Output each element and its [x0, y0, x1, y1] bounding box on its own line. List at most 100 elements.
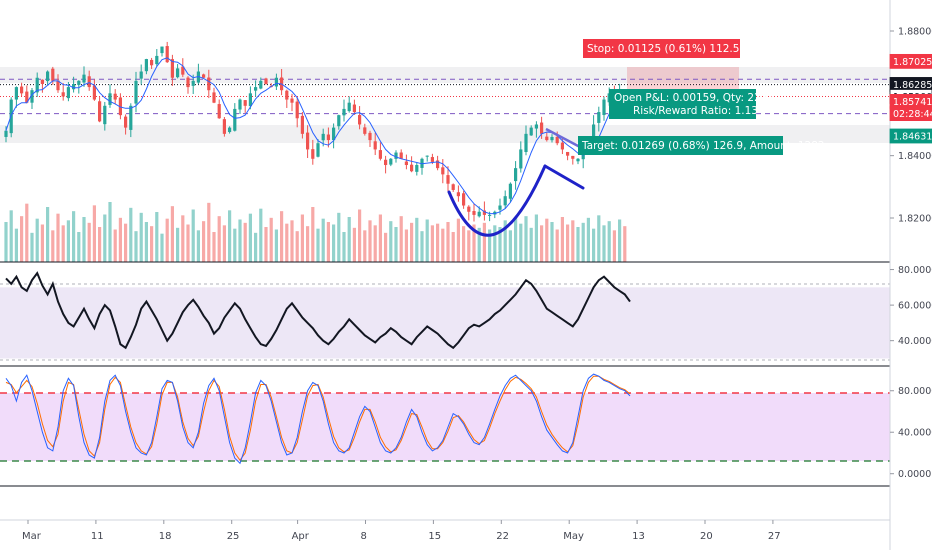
volume-bar — [524, 216, 528, 262]
volume-bar — [264, 227, 268, 262]
volume-bar — [40, 224, 44, 262]
volume-bar — [436, 223, 440, 262]
volume-bar — [51, 230, 55, 262]
candle — [534, 121, 538, 138]
rsi-axis[interactable]: 80.0000 60.0000 40.0000 — [890, 265, 932, 347]
volume-bar — [254, 232, 258, 262]
candle — [368, 130, 372, 148]
time-tick-label: 25 — [227, 531, 240, 542]
volume-bar — [467, 230, 471, 262]
volume-bar — [248, 213, 252, 262]
candle — [560, 136, 564, 155]
volume-bar — [493, 225, 497, 262]
volume-bar — [352, 227, 356, 262]
volume-bar — [243, 222, 247, 262]
time-tick-label: Apr — [292, 531, 310, 542]
volume-bar — [534, 214, 538, 262]
volume-bar — [576, 227, 580, 262]
trend-segment[interactable] — [545, 127, 581, 149]
volume-bar — [337, 212, 341, 262]
candle — [124, 114, 128, 135]
volume-bar — [462, 226, 466, 262]
volume-bar — [363, 230, 367, 262]
volume-bar — [592, 228, 596, 262]
price-tag-label: 1.87025 — [893, 57, 932, 68]
target-label: Target: 0.01269 (0.68%) 126.9, Amount: 1… — [581, 140, 825, 152]
volume-bar — [108, 202, 112, 262]
volume-bar — [503, 220, 507, 262]
price-tag: 1.84631 — [889, 128, 932, 144]
volume-bar — [144, 222, 148, 262]
volume-bar — [607, 221, 611, 262]
candle — [472, 203, 476, 222]
candle — [51, 66, 55, 85]
candle — [326, 127, 330, 148]
candles — [4, 41, 632, 222]
price-tag-label: 1.85741 — [893, 97, 932, 108]
candle — [373, 132, 377, 156]
time-tick-label: 27 — [768, 531, 781, 542]
volume-bar — [181, 215, 185, 262]
stochastic-pane[interactable] — [0, 373, 890, 465]
volume-bar — [202, 221, 206, 262]
candle — [462, 190, 466, 209]
rsi-tick-label: 80.0000 — [898, 265, 932, 276]
stoch-tick-label: 0.0000 — [898, 469, 931, 480]
volume-bar — [134, 231, 138, 262]
candle — [358, 106, 362, 130]
volume-bar — [295, 231, 299, 262]
volume-bar — [581, 222, 585, 262]
candle — [508, 182, 512, 203]
moving-average-line — [5, 57, 631, 215]
time-axis[interactable]: Mar 11 18 25 Apr 8 15 22 May 13 20 27 — [22, 520, 781, 542]
time-tick-label: 20 — [700, 531, 713, 542]
volume-bar — [358, 209, 362, 262]
volume-bar — [160, 233, 164, 262]
volume-bar — [451, 232, 455, 262]
target-label-box[interactable] — [578, 136, 783, 155]
volume-bar — [368, 220, 372, 262]
time-tick-label: 18 — [159, 531, 172, 542]
volume-bar — [618, 219, 622, 262]
stochastic-axis[interactable]: 80.0000 40.0000 0.0000 — [890, 386, 932, 480]
volume-bar — [498, 227, 502, 262]
volume-bar — [212, 232, 216, 262]
volume-bar — [519, 223, 523, 262]
candle — [14, 86, 18, 108]
candle — [165, 41, 169, 64]
volume-bar — [384, 232, 388, 262]
pnl-label-box[interactable] — [609, 89, 756, 119]
candle — [529, 125, 533, 136]
volume-bar — [259, 208, 263, 262]
candle — [228, 126, 232, 134]
time-tick-label: 8 — [361, 531, 367, 542]
volume-bar — [228, 210, 232, 262]
volume-bar — [389, 221, 393, 262]
volume-bar — [103, 214, 107, 262]
candle — [415, 162, 419, 176]
candle — [399, 149, 403, 160]
volume-bar — [207, 202, 211, 262]
cup-pattern-drawing[interactable] — [447, 164, 547, 237]
volume-bar — [404, 229, 408, 262]
candle — [332, 123, 336, 149]
rsi-pane[interactable] — [0, 271, 890, 361]
stop-label-box[interactable] — [583, 39, 740, 58]
volume-bar — [560, 217, 564, 262]
volume-bar — [139, 212, 143, 262]
position-labels[interactable]: Stop: 0.01125 (0.61%) 112.5, Amount: 750… — [578, 39, 825, 155]
candle — [202, 73, 206, 78]
candle — [118, 93, 122, 120]
candle — [72, 76, 76, 93]
handle-pattern-drawing[interactable] — [543, 164, 585, 190]
candle — [576, 157, 580, 165]
price-axis[interactable]: 1.88000 1.84000 1.82000 — [890, 27, 932, 225]
candle — [243, 100, 247, 113]
volume-bar — [25, 203, 29, 262]
volume-bars — [4, 202, 627, 262]
volume-bar — [456, 218, 460, 262]
volume-bar — [56, 213, 60, 262]
candle — [404, 154, 408, 170]
